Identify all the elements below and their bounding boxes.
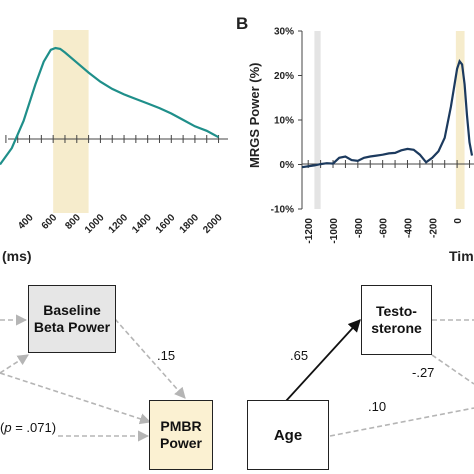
panel-b-y-ticks: 30% 20% 10% 0% -10% bbox=[271, 27, 302, 216]
panel-b-baseline-window bbox=[314, 31, 321, 209]
panel-a-x-tick-label: 2000 bbox=[201, 212, 225, 236]
panel-b-y-axis-label: MRGS Power (%) bbox=[247, 63, 262, 168]
testosterone-box: Testo- sterone bbox=[361, 285, 432, 355]
panel-a-x-tick-label: 1200 bbox=[107, 212, 131, 236]
panel-a-x-tick-label: 400 bbox=[16, 212, 36, 232]
panel-b-x-tick-label: -800 bbox=[354, 218, 365, 238]
path-diagram-arrows bbox=[0, 314, 474, 442]
arrow-testosterone-lower-right bbox=[431, 354, 474, 385]
panel-a-x-tick-label: 1600 bbox=[154, 212, 178, 236]
panel-b-x-axis-label: Tim bbox=[449, 248, 474, 264]
panel-a-x-tick-label: 600 bbox=[40, 212, 60, 232]
panel-b-y-tick-label: 30% bbox=[274, 27, 294, 38]
panel-b-y-tick-label: 20% bbox=[274, 71, 294, 82]
panel-a-series-line bbox=[0, 46, 220, 166]
panel-b-x-tick-label: -1000 bbox=[329, 218, 340, 244]
coef-baseline-pmbr: .15 bbox=[157, 348, 176, 363]
panel-a-x-tick-label: 800 bbox=[63, 212, 83, 232]
panel-b-x-tick-label: -1200 bbox=[304, 218, 315, 244]
arrow-age-right bbox=[329, 407, 474, 437]
coef-age-testosterone: .65 bbox=[290, 348, 309, 363]
panel-a-x-tick-label: 1400 bbox=[130, 212, 154, 236]
pmbr-power-box: PMBR Power bbox=[149, 400, 213, 470]
arrow-left-to-baseline-lower bbox=[0, 354, 29, 374]
panel-a-highlight-window bbox=[53, 30, 89, 213]
panel-b-x-tick-label: -400 bbox=[403, 218, 414, 238]
panel-a-x-tick-label: 1000 bbox=[83, 212, 107, 236]
baseline-beta-power-box: Baseline Beta Power bbox=[28, 285, 116, 353]
age-box: Age bbox=[247, 400, 329, 470]
panel-a-x-axis-label: (ms) bbox=[2, 248, 32, 264]
panel-b: B 30% 20% 10% 0% -10% -1200 -1000 -800 -600 -400… bbox=[236, 14, 474, 264]
panel-b-series-line bbox=[301, 59, 474, 169]
panel-b-y-tick-label: 10% bbox=[274, 116, 294, 127]
panel-b-x-tick-label: -200 bbox=[428, 218, 439, 238]
arrow-baseline-to-pmbr bbox=[114, 318, 186, 399]
coef-testosterone-out: -.27 bbox=[412, 365, 435, 380]
coef-p-value: (p = .071) bbox=[0, 420, 57, 435]
panel-b-highlight-window bbox=[455, 31, 465, 209]
coef-age-out: .10 bbox=[368, 399, 387, 414]
panel-a-x-tick-labels: 400 600 800 1000 1200 1400 1600 1800 2000 bbox=[16, 212, 225, 236]
panel-b-y-tick-label: 0% bbox=[280, 160, 295, 171]
arrow-left-to-pmbr bbox=[0, 372, 152, 425]
panel-a-x-tick-label: 1800 bbox=[178, 212, 202, 236]
panel-a: 400 600 800 1000 1200 1400 1600 1800 2000 (ms) bbox=[0, 30, 228, 264]
panel-b-x-ticks: -1200 -1000 -800 -600 -400 -200 0 bbox=[304, 160, 471, 244]
arrow-age-to-testosterone bbox=[285, 319, 361, 402]
panel-b-x-tick-label: -600 bbox=[379, 218, 390, 238]
panel-b-x-tick-label: 0 bbox=[453, 218, 464, 224]
panel-b-letter: B bbox=[236, 14, 248, 33]
panel-b-y-tick-label: -10% bbox=[271, 205, 294, 216]
